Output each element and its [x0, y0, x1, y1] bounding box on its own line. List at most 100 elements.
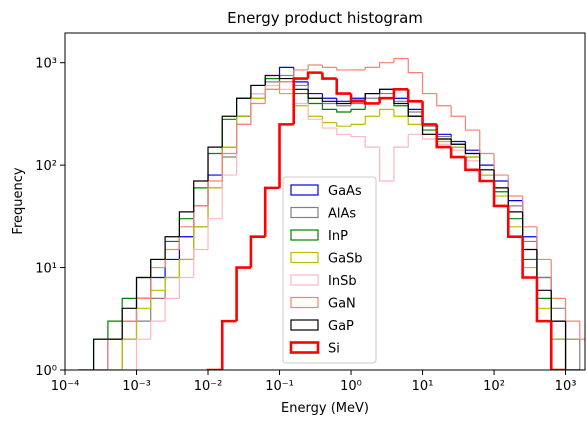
hist-step — [278, 75, 294, 80]
hist-step — [407, 103, 423, 117]
hist-step — [350, 108, 366, 113]
hist-step — [522, 236, 537, 279]
hist-step — [379, 88, 394, 94]
x-tick-label: 10⁻² — [194, 379, 223, 394]
hist-step — [479, 130, 495, 155]
hist-step — [336, 67, 352, 71]
hist-step — [321, 93, 337, 99]
hist-step — [207, 187, 223, 227]
hist-step — [550, 321, 566, 370]
hist-step — [550, 277, 566, 309]
hist-step — [250, 92, 266, 117]
hist-step — [364, 92, 380, 99]
y-tick-label: 10² — [35, 159, 57, 174]
hist-step — [507, 205, 523, 238]
hist-step — [421, 134, 437, 140]
hist-step — [121, 338, 137, 370]
hist-step — [164, 248, 180, 268]
hist-step — [264, 77, 280, 94]
legend-label: Si — [328, 342, 340, 357]
hist-step — [263, 186, 280, 237]
hist-step — [536, 277, 552, 322]
hist-step — [207, 152, 223, 188]
hist-step — [193, 248, 209, 278]
x-tick-label: 10⁻³ — [122, 379, 151, 394]
hist-step — [436, 93, 452, 107]
hist-step — [336, 109, 352, 113]
hist-step — [564, 339, 580, 370]
hist-step — [164, 276, 180, 291]
hist-step — [164, 276, 180, 299]
hist-step — [193, 226, 209, 260]
hist-step — [207, 146, 223, 182]
hist-step — [378, 96, 394, 104]
hist-step — [150, 258, 166, 278]
legend-swatch — [289, 341, 320, 354]
hist-step — [579, 339, 585, 370]
hist-step — [478, 169, 495, 183]
hist-step — [507, 187, 523, 213]
hist-step — [507, 181, 523, 202]
legend-label: AlAs — [328, 207, 356, 222]
hist-step — [221, 156, 237, 188]
hist-step — [464, 157, 480, 172]
hist-step — [364, 92, 380, 101]
hist-step — [550, 277, 566, 322]
hist-step — [121, 320, 137, 340]
hist-step — [379, 147, 394, 182]
hist-step — [135, 297, 151, 322]
legend-swatch — [290, 296, 319, 309]
hist-step — [92, 338, 108, 370]
hist-step — [393, 93, 409, 102]
hist-step — [207, 180, 223, 206]
hist-step — [107, 338, 123, 370]
hist-step — [336, 128, 352, 135]
hist-step — [193, 180, 209, 212]
hist-step — [550, 298, 566, 340]
hist-step — [307, 105, 323, 117]
hist-step — [335, 78, 352, 95]
hist-step — [536, 249, 552, 291]
legend-swatch — [290, 319, 319, 331]
hist-step — [278, 66, 294, 79]
hist-step — [479, 153, 495, 171]
hist-step — [493, 181, 509, 207]
hist-step — [249, 235, 266, 268]
y-tick-label: 10³ — [35, 57, 57, 72]
y-axis-label: Frequency — [11, 167, 26, 234]
legend-label: GaP — [328, 319, 354, 334]
hist-step — [235, 266, 251, 322]
hist-step — [536, 267, 552, 309]
hist-step — [493, 153, 509, 176]
hist-step — [464, 144, 480, 155]
hist-step — [207, 187, 223, 227]
hist-step — [293, 75, 309, 87]
hist-step — [393, 57, 409, 63]
hist-step — [521, 236, 537, 279]
hist-step — [164, 236, 180, 260]
hist-step — [492, 181, 509, 208]
hist-step — [550, 308, 566, 340]
hist-step — [507, 175, 523, 197]
hist-step — [550, 290, 566, 322]
hist-step — [321, 116, 337, 124]
hist-step — [522, 226, 537, 269]
hist-step — [178, 218, 194, 242]
hist-step — [193, 226, 209, 260]
hist-step — [150, 258, 166, 278]
hist-step — [193, 187, 209, 219]
hist-step — [178, 276, 194, 299]
x-tick-label: 10⁰ — [340, 379, 362, 394]
hist-step — [479, 150, 495, 166]
hist-step — [464, 144, 480, 155]
hist-step — [450, 105, 466, 117]
hist-step — [421, 101, 437, 126]
hist-step — [178, 211, 194, 237]
hist-step — [550, 259, 566, 300]
hist-step — [450, 134, 466, 143]
hist-step — [421, 72, 437, 95]
hist-step — [264, 81, 280, 99]
hist-step — [407, 116, 423, 125]
hist-step — [264, 88, 280, 104]
hist-step — [278, 123, 294, 188]
